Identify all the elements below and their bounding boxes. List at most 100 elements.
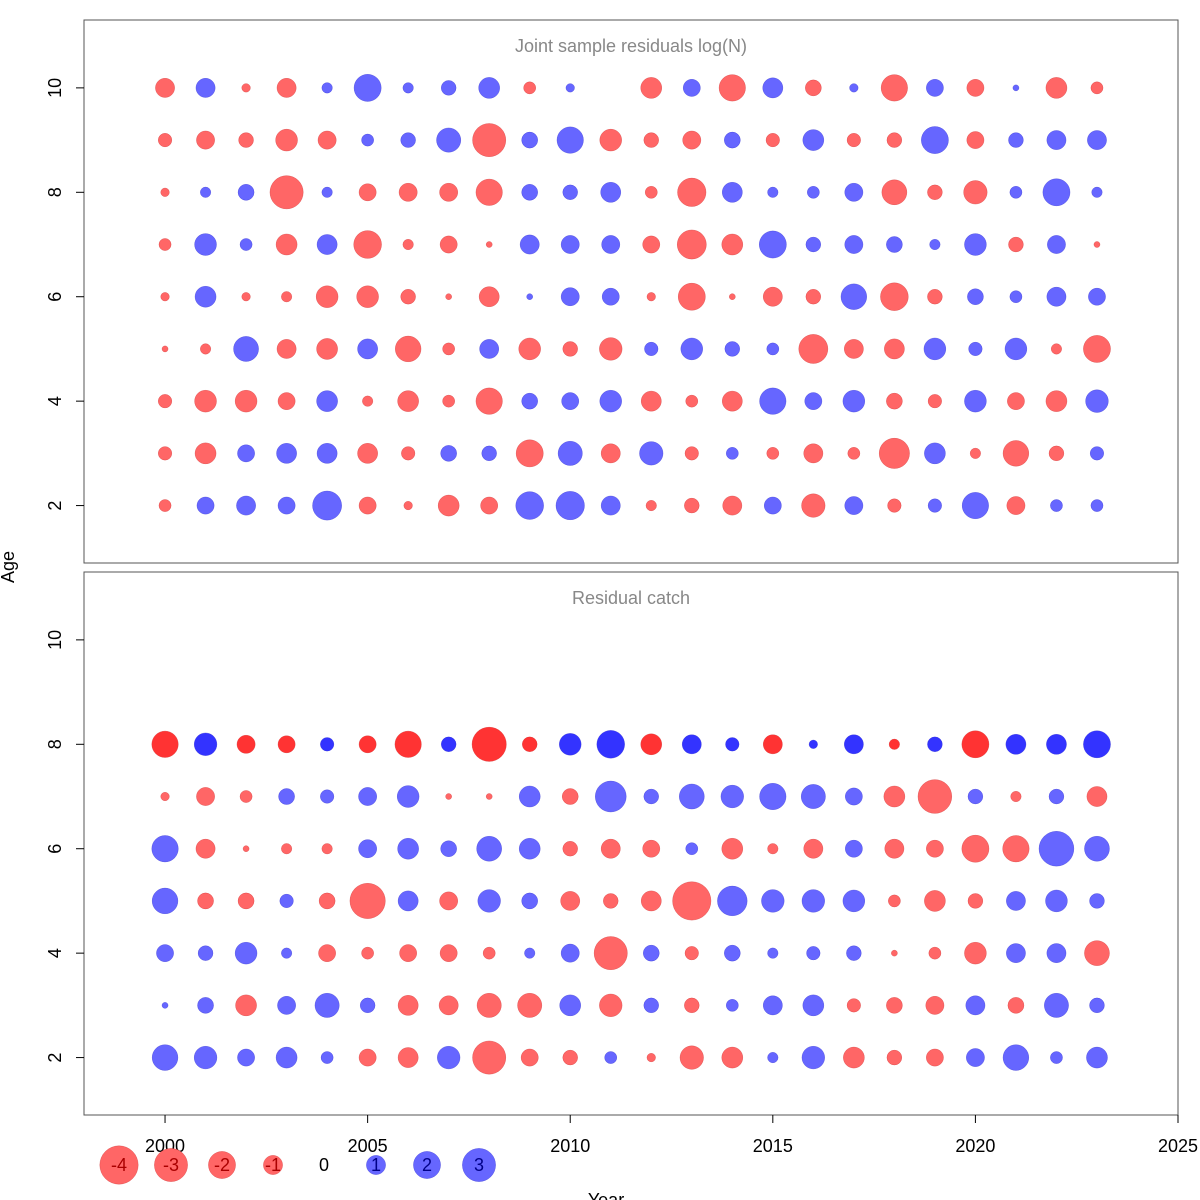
- bubble-2012-age-3: [639, 441, 664, 466]
- y-tick-label: 4: [45, 948, 65, 958]
- y-tick-label: 6: [45, 292, 65, 302]
- bubble-2012-age-8: [640, 733, 663, 756]
- bubble-2005-age-6: [358, 839, 377, 859]
- bubble-2017-age-9: [846, 133, 861, 148]
- bubble-2010-age-5: [560, 891, 581, 911]
- bubble-2013-age-8: [681, 734, 702, 755]
- bubble-2007-age-4: [442, 394, 455, 408]
- bubble-2019-age-6: [927, 289, 943, 305]
- bubble-2006-age-10: [402, 82, 414, 94]
- bubble-2015-age-2: [767, 1052, 779, 1064]
- bubble-2007-age-10: [440, 80, 457, 96]
- bubble-2000-age-2: [151, 1044, 179, 1071]
- bubble-2008-age-3: [481, 445, 497, 462]
- bubble-2020-age-4: [964, 941, 987, 965]
- bubble-2010-age-4: [560, 943, 580, 963]
- bubble-2017-age-6: [845, 839, 863, 858]
- bubble-2000-age-3: [157, 446, 173, 461]
- bubble-2003-age-7: [278, 788, 295, 805]
- bubble-2020-age-5: [967, 893, 984, 909]
- bubble-2018-age-6: [884, 838, 905, 859]
- bubble-2022-age-4: [1046, 943, 1067, 963]
- bubble-2008-age-3: [476, 992, 502, 1018]
- bubble-2021-age-6: [1009, 290, 1023, 304]
- bubble-2000-age-5: [151, 887, 179, 915]
- bubble-2020-age-6: [961, 834, 990, 863]
- bubble-2011-age-8: [600, 181, 622, 203]
- bubble-2003-age-9: [275, 128, 298, 152]
- bubble-2002-age-2: [237, 1048, 255, 1067]
- bubble-2005-age-5: [357, 338, 378, 360]
- bubble-2013-age-5: [672, 881, 712, 921]
- bubble-2004-age-8: [320, 737, 335, 752]
- bubble-2013-age-8: [677, 177, 707, 207]
- bubble-2000-age-7: [158, 238, 172, 251]
- bubble-2022-age-6: [1046, 286, 1067, 307]
- bubble-2015-age-7: [759, 783, 787, 810]
- bubble-2012-age-8: [644, 185, 658, 199]
- bubble-2014-age-8: [725, 737, 740, 752]
- x-tick-label: 2005: [348, 1136, 388, 1156]
- bubble-2019-age-6: [926, 839, 944, 858]
- bubble-2001-age-6: [194, 285, 217, 308]
- bubble-2019-age-7: [917, 779, 953, 814]
- bubble-2003-age-4: [277, 392, 296, 410]
- bubble-2008-age-7: [485, 793, 493, 800]
- bubble-2023-age-2: [1090, 499, 1104, 512]
- bubble-2011-age-7: [601, 235, 621, 254]
- bubble-2015-age-4: [759, 387, 787, 415]
- bubble-2005-age-6: [356, 285, 379, 308]
- bubble-2011-age-5: [599, 337, 623, 361]
- bubble-2020-age-8: [963, 180, 988, 205]
- bubble-2017-age-8: [844, 182, 864, 202]
- bubble-2009-age-6: [518, 837, 541, 860]
- bubble-2011-age-6: [600, 838, 621, 859]
- bubble-2019-age-4: [927, 394, 942, 409]
- bubble-2013-age-7: [676, 229, 707, 260]
- bubble-2017-age-7: [844, 235, 864, 254]
- bubble-2008-age-6: [476, 835, 502, 862]
- bubble-2019-age-8: [927, 184, 943, 200]
- bubble-2000-age-7: [160, 791, 170, 802]
- bubble-2002-age-3: [237, 444, 255, 463]
- bubble-2009-age-2: [515, 491, 544, 520]
- bubble-2017-age-6: [840, 283, 867, 310]
- bubble-2008-age-4: [475, 387, 503, 415]
- bubble-2010-age-10: [565, 83, 575, 93]
- legend-bubble: [413, 1151, 441, 1179]
- y-tick-label: 2: [45, 1053, 65, 1063]
- bubble-2013-age-4: [685, 394, 699, 408]
- bubble-2002-age-10: [241, 83, 251, 93]
- panel-title: Joint sample residuals log(N): [515, 36, 747, 56]
- bubble-2019-age-4: [928, 946, 942, 960]
- bubble-2017-age-2: [844, 496, 864, 515]
- bubbles: [151, 726, 1111, 1075]
- bubble-2016-age-5: [798, 334, 829, 364]
- bubble-2019-age-2: [927, 498, 942, 513]
- bubble-2018-age-4: [891, 949, 898, 957]
- bubble-2016-age-8: [807, 185, 820, 199]
- bubble-2018-age-10: [880, 74, 908, 102]
- bubble-2009-age-8: [522, 736, 538, 752]
- bubble-2004-age-5: [316, 338, 338, 360]
- bubble-2016-age-3: [803, 443, 824, 464]
- bubble-2009-age-7: [518, 785, 541, 808]
- bubble-2002-age-2: [236, 495, 256, 516]
- bubble-2007-age-6: [445, 293, 452, 301]
- bubble-2017-age-3: [847, 447, 861, 460]
- bubble-2003-age-10: [276, 78, 297, 98]
- bubble-2002-age-4: [234, 941, 258, 965]
- bubble-2002-age-5: [233, 336, 259, 362]
- bubble-2006-age-3: [401, 446, 416, 461]
- bubble-2004-age-2: [312, 490, 342, 521]
- bubble-2014-age-4: [724, 944, 741, 962]
- legend-bubble: [99, 1145, 139, 1185]
- bubble-2012-age-7: [643, 788, 659, 805]
- bubble-2000-age-8: [160, 187, 170, 197]
- x-tick-label: 2025: [1158, 1136, 1198, 1156]
- bubble-2000-age-5: [161, 345, 169, 353]
- bubble-2022-age-2: [1050, 499, 1063, 512]
- bubble-2002-age-3: [235, 994, 257, 1017]
- bubble-2018-age-8: [888, 738, 900, 750]
- bubble-2014-age-6: [721, 837, 744, 860]
